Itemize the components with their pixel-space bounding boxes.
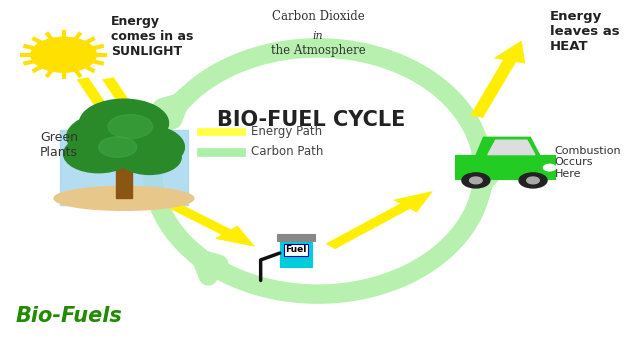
Text: BIO-FUEL CYCLE: BIO-FUEL CYCLE	[217, 110, 406, 130]
Text: Fuel: Fuel	[285, 245, 306, 254]
Text: Carbon Path: Carbon Path	[251, 145, 323, 158]
Circle shape	[79, 99, 169, 147]
Circle shape	[102, 125, 185, 169]
Bar	[280, 241, 312, 267]
Circle shape	[98, 137, 137, 157]
Text: Energy
leaves as
HEAT: Energy leaves as HEAT	[550, 10, 620, 53]
Text: the Atmosphere: the Atmosphere	[270, 44, 366, 57]
Text: Green
Plants: Green Plants	[40, 131, 78, 159]
FancyArrow shape	[77, 78, 135, 154]
Text: Energy
comes in as
SUNLIGHT: Energy comes in as SUNLIGHT	[111, 15, 194, 58]
Text: Carbon Dioxide: Carbon Dioxide	[272, 10, 364, 23]
Text: Bio-Fuels: Bio-Fuels	[16, 306, 123, 326]
Bar	[116, 164, 132, 198]
FancyArrow shape	[326, 192, 433, 249]
Text: in: in	[312, 31, 323, 41]
Circle shape	[543, 164, 556, 171]
Polygon shape	[476, 138, 540, 157]
Bar	[456, 157, 555, 179]
Circle shape	[462, 173, 490, 188]
Bar	[61, 130, 188, 205]
Circle shape	[470, 177, 482, 184]
FancyArrow shape	[103, 78, 160, 154]
Circle shape	[31, 37, 96, 73]
FancyArrow shape	[471, 41, 525, 117]
Bar	[277, 234, 314, 241]
Bar	[197, 128, 245, 135]
Ellipse shape	[54, 186, 194, 210]
Text: Energy Path: Energy Path	[251, 125, 322, 138]
Circle shape	[519, 173, 547, 188]
FancyArrow shape	[148, 193, 254, 246]
Text: Combustion
Occurs
Here: Combustion Occurs Here	[555, 146, 621, 179]
Bar	[197, 148, 245, 156]
Polygon shape	[488, 140, 535, 155]
Circle shape	[108, 115, 153, 139]
Circle shape	[527, 177, 539, 184]
Circle shape	[63, 135, 134, 173]
Circle shape	[66, 113, 156, 161]
Circle shape	[118, 140, 181, 174]
